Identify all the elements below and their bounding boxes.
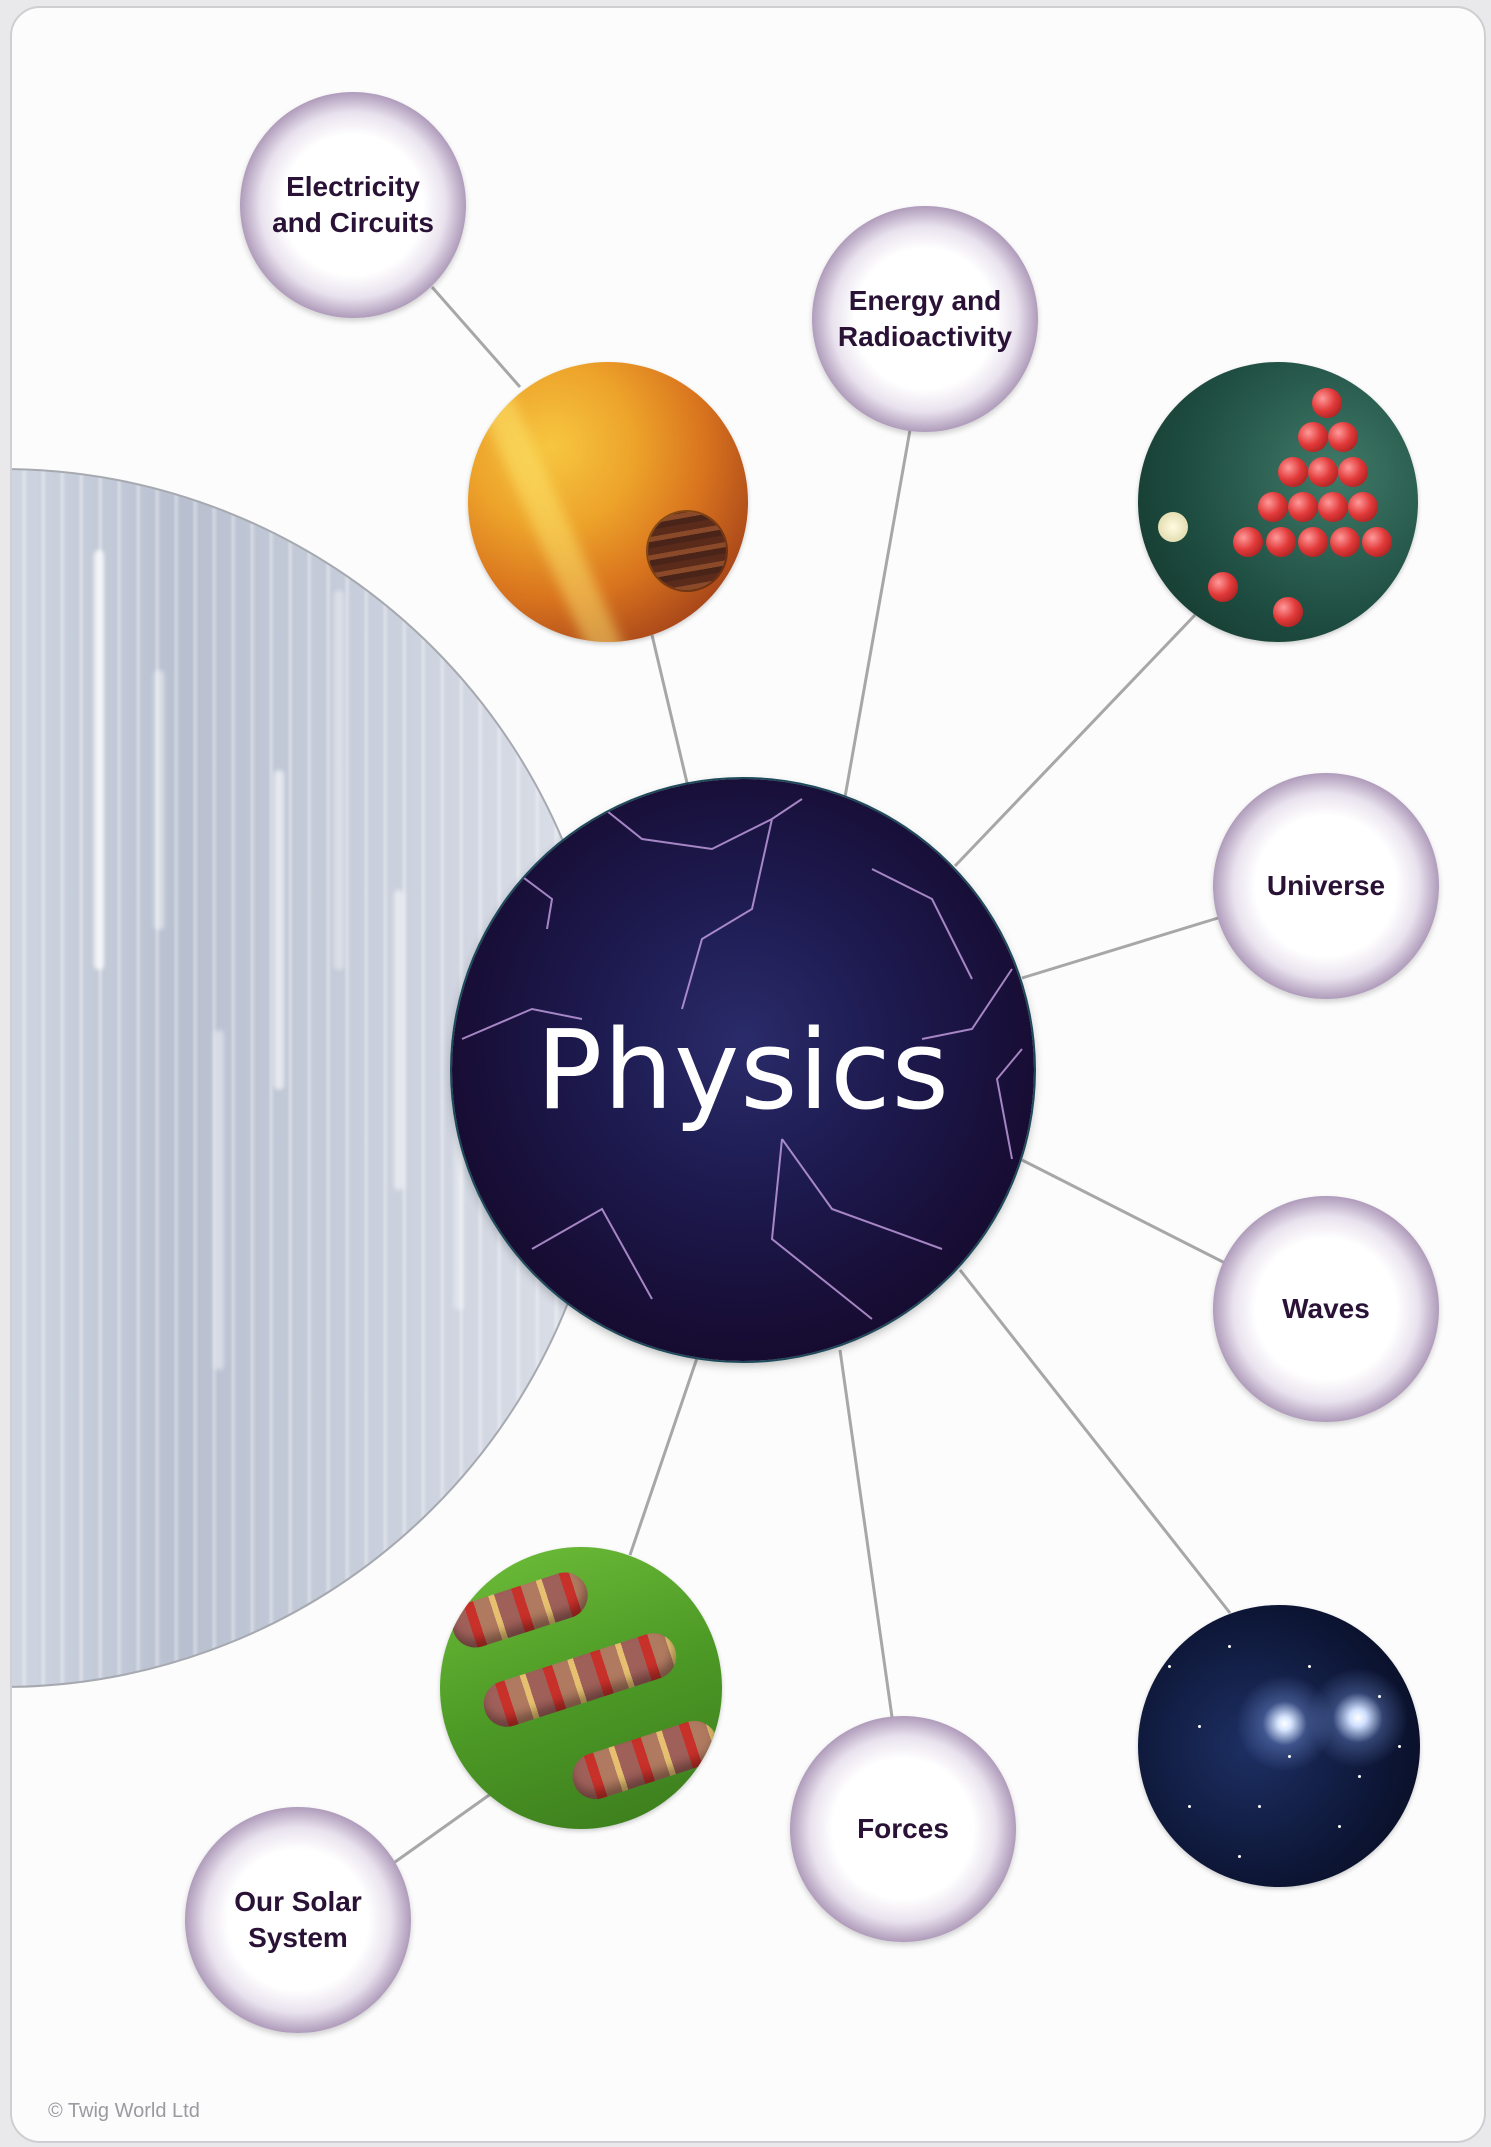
stars-image <box>1138 1605 1420 1887</box>
diagram-canvas <box>10 6 1486 2143</box>
topic-label: Our Solar System <box>234 1886 362 1953</box>
topic-label: Forces <box>857 1813 949 1844</box>
topic-forces[interactable]: Forces <box>790 1716 1016 1942</box>
atoms-image <box>1138 362 1418 642</box>
circuit-image <box>440 1547 722 1829</box>
topic-waves[interactable]: Waves <box>1213 1196 1439 1422</box>
topic-electricity-and-circuits[interactable]: Electricity and Circuits <box>240 92 466 318</box>
topic-label: Waves <box>1282 1293 1370 1324</box>
hub-title: Physics <box>536 1006 950 1134</box>
sun-image <box>468 362 748 642</box>
physics-hub[interactable]: Physics <box>452 779 1034 1361</box>
topic-universe[interactable]: Universe <box>1213 773 1439 999</box>
lightning-cracks <box>461 798 1023 1320</box>
copyright-text: © Twig World Ltd <box>48 2100 200 2122</box>
topic-label: Universe <box>1266 870 1386 901</box>
topic-label: Electricity and Circuits <box>272 171 434 238</box>
topic-our-solar-system[interactable]: Our Solar System <box>185 1807 411 2033</box>
topic-label: Energy and Radioactivity <box>837 285 1013 352</box>
topic-energy-and-radioactivity[interactable]: Energy and Radioactivity <box>812 206 1038 432</box>
